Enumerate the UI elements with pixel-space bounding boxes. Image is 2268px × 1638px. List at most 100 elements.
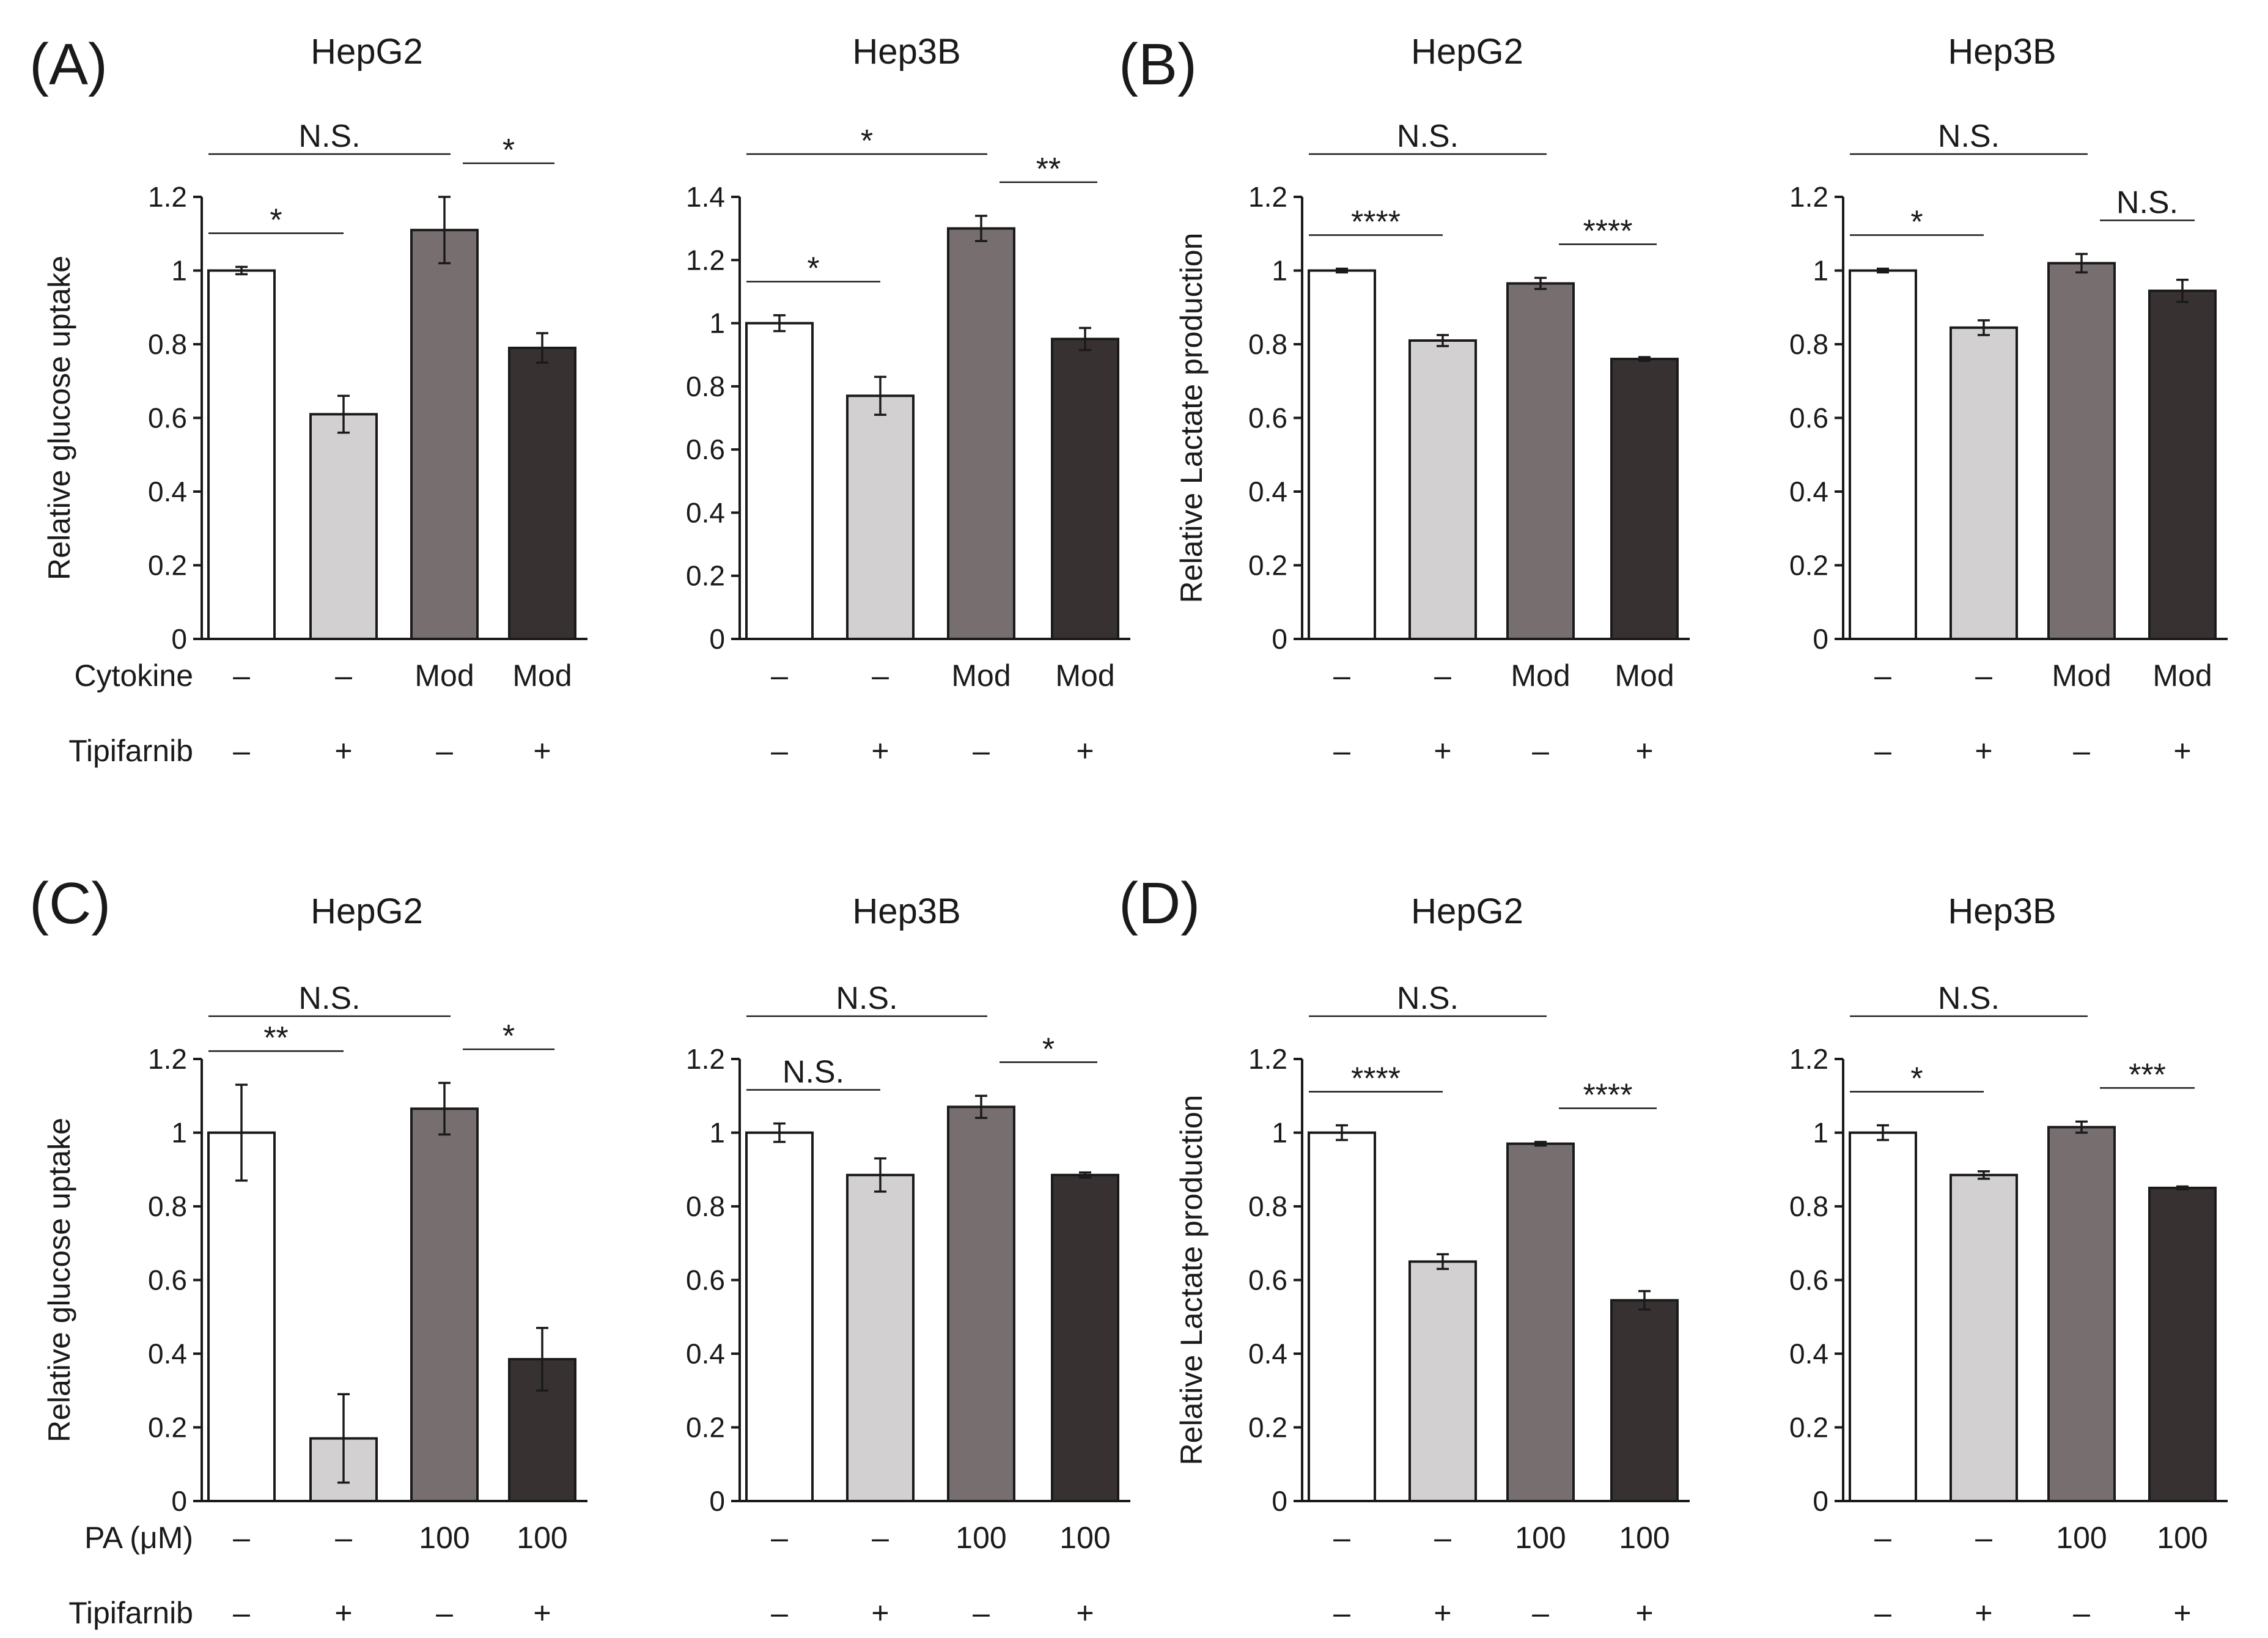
bar — [1610, 1299, 1679, 1502]
factor-row-label: – — [1874, 659, 1891, 693]
significance-label: **** — [1351, 204, 1401, 240]
factor-row-label: – — [335, 1521, 352, 1555]
factor-row-label: – — [771, 659, 788, 693]
drug-row-label: – — [1333, 1596, 1350, 1630]
y-tick-label: 1 — [1813, 255, 1828, 287]
drug-row-label: – — [771, 1596, 788, 1630]
y-tick-label: 1 — [1272, 1117, 1287, 1149]
bar — [1849, 269, 1917, 640]
factor-row-label: – — [872, 1521, 889, 1555]
drug-row-label: – — [233, 1596, 250, 1630]
significance-label: * — [861, 124, 873, 159]
factor-row-label: Mod — [2152, 659, 2212, 693]
y-tick-label: 0.4 — [1248, 1338, 1287, 1370]
y-tick-label: 1.2 — [1248, 1043, 1287, 1075]
significance-label: ** — [1036, 152, 1061, 187]
drug-row-label: + — [533, 1596, 551, 1630]
y-tick-label: 0.2 — [148, 550, 187, 581]
y-tick-label: 1 — [709, 308, 725, 339]
factor-row-label: Mod — [414, 659, 474, 693]
y-tick-label: 0.2 — [148, 1412, 187, 1444]
y-axis-label: Relative Lactate production — [1174, 1095, 1209, 1466]
panel-letter: (B) — [1119, 32, 1197, 97]
factor-row-label: Mod — [1614, 659, 1674, 693]
y-tick-label: 0.2 — [686, 1412, 725, 1444]
y-tick-label: 1.2 — [148, 181, 187, 213]
drug-row-label: – — [771, 734, 788, 768]
chart-4: Hep3B 0 0.2 0.4 0.6 0.8 1 1.2 – – Mod Mod – + – + * N.S. N… — [1789, 32, 2228, 768]
drug-row-label: + — [334, 734, 352, 768]
significance-label: **** — [1583, 1078, 1633, 1113]
significance-label: N.S. — [782, 1054, 844, 1090]
y-tick-label: 0 — [171, 623, 187, 655]
chart-1: (A) HepG2 Relative glucose uptake 0 0.2 0.4 0.… — [29, 32, 587, 768]
drug-row-label: + — [871, 1596, 889, 1630]
y-tick-label: 0.8 — [686, 371, 725, 402]
drug-row-label: + — [1434, 1596, 1451, 1630]
bar — [1950, 1173, 2018, 1502]
significance-label: N.S. — [1938, 119, 2000, 154]
y-tick-label: 0.8 — [1248, 1190, 1287, 1222]
y-tick-label: 0.2 — [1248, 550, 1287, 581]
y-tick-label: 1.4 — [686, 181, 725, 213]
y-tick-label: 0.8 — [148, 1190, 187, 1222]
significance-label: **** — [1351, 1061, 1401, 1096]
y-tick-label: 0 — [171, 1485, 187, 1517]
y-tick-label: 0.4 — [148, 1338, 187, 1370]
bar — [2047, 1126, 2116, 1502]
chart-title: HepG2 — [311, 32, 423, 72]
y-tick-label: 0 — [1813, 1485, 1828, 1517]
drug-row-label: – — [1532, 1596, 1549, 1630]
drug-row-label: + — [1975, 1596, 1992, 1630]
bar — [1308, 269, 1376, 640]
factor-row-title: Cytokine — [74, 659, 193, 693]
significance-label: N.S. — [836, 981, 897, 1016]
y-tick-label: 0.4 — [686, 1338, 725, 1370]
y-tick-label: 0.6 — [1789, 1264, 1828, 1296]
factor-row-label: – — [771, 1521, 788, 1555]
bar — [410, 229, 479, 641]
significance-label: * — [503, 133, 515, 168]
y-tick-label: 1 — [1813, 1117, 1828, 1149]
drug-row-label: – — [436, 734, 453, 768]
drug-row-label: + — [1975, 734, 1992, 768]
factor-row-label: – — [1874, 1521, 1891, 1555]
bar — [1408, 339, 1477, 640]
y-tick-label: 1.2 — [686, 1043, 725, 1075]
factor-row-label: – — [233, 1521, 250, 1555]
drug-row-label: – — [436, 1596, 453, 1630]
factor-row-label: – — [1333, 659, 1350, 693]
significance-label: * — [1910, 1061, 1923, 1096]
chart-3: (B) HepG2 Relative Lactate production 0 0.2 0… — [1119, 32, 1690, 768]
significance-label: N.S. — [298, 119, 360, 154]
y-tick-label: 0.8 — [686, 1190, 725, 1222]
y-tick-label: 0.4 — [1789, 476, 1828, 507]
bar — [846, 394, 915, 640]
bar — [745, 322, 814, 640]
chart-5: (C) HepG2 Relative glucose uptake 0 0.2 0.4 0.… — [29, 871, 587, 1630]
chart-title: Hep3B — [852, 891, 960, 931]
significance-label: * — [503, 1019, 515, 1054]
panel-letter: (A) — [29, 32, 108, 97]
bar — [1950, 326, 2018, 640]
factor-row-label: 100 — [1059, 1521, 1110, 1555]
drug-row-label: – — [973, 734, 990, 768]
significance-label: * — [807, 251, 819, 287]
chart-title: Hep3B — [1948, 32, 2056, 72]
y-axis-label: Relative glucose uptake — [42, 1118, 76, 1442]
drug-row-label: – — [1874, 734, 1891, 768]
drug-row-label: + — [1076, 734, 1094, 768]
bar — [1506, 1142, 1575, 1502]
factor-row-label: 100 — [517, 1521, 567, 1555]
factor-row-label: 100 — [419, 1521, 469, 1555]
bar — [2148, 1186, 2217, 1502]
factor-row-label: 100 — [1619, 1521, 1670, 1555]
bar — [410, 1107, 479, 1502]
y-tick-label: 0.4 — [686, 496, 725, 528]
bar — [309, 413, 378, 640]
bar — [1849, 1131, 1917, 1502]
y-tick-label: 1.2 — [1789, 181, 1828, 213]
y-tick-label: 1 — [709, 1117, 725, 1149]
chart-title: Hep3B — [1948, 891, 2056, 931]
y-tick-label: 0.8 — [148, 328, 187, 360]
